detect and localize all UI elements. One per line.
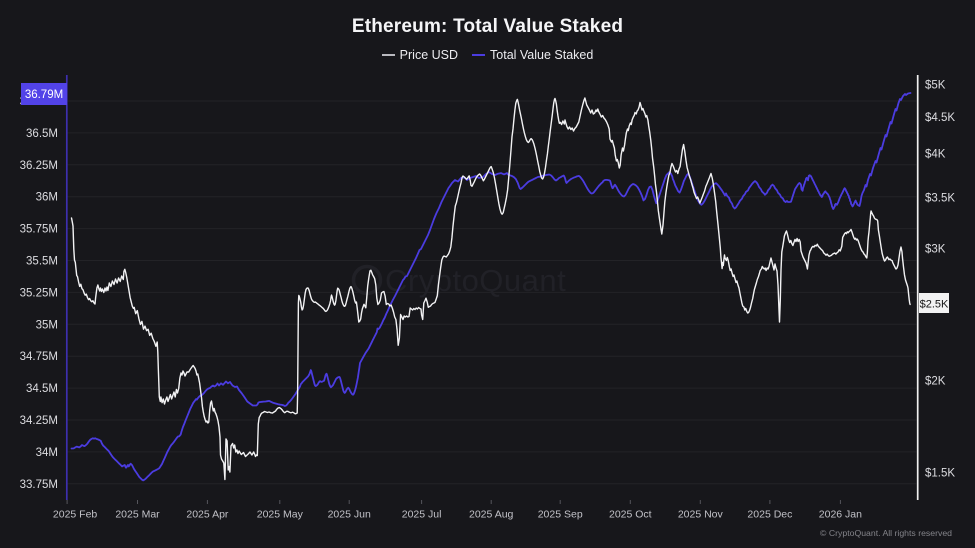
svg-text:2025 Nov: 2025 Nov bbox=[678, 509, 724, 521]
svg-text:33.75M: 33.75M bbox=[20, 479, 58, 491]
svg-text:2025 Feb: 2025 Feb bbox=[53, 509, 98, 521]
svg-text:35.75M: 35.75M bbox=[20, 224, 58, 236]
svg-text:2025 Aug: 2025 Aug bbox=[469, 509, 514, 521]
svg-text:34.25M: 34.25M bbox=[20, 415, 58, 427]
svg-text:© CryptoQuant. All rights rese: © CryptoQuant. All rights reserved bbox=[820, 528, 952, 538]
svg-text:CryptoQuant: CryptoQuant bbox=[385, 263, 566, 298]
svg-text:2025 Jun: 2025 Jun bbox=[328, 509, 371, 521]
svg-text:35M: 35M bbox=[36, 319, 58, 331]
svg-text:35.5M: 35.5M bbox=[26, 256, 58, 268]
svg-text:$4.5K: $4.5K bbox=[925, 112, 955, 124]
svg-text:$4K: $4K bbox=[925, 149, 946, 161]
svg-text:$1.5K: $1.5K bbox=[925, 468, 955, 480]
svg-text:2025 Jul: 2025 Jul bbox=[402, 509, 442, 521]
svg-text:2025 Mar: 2025 Mar bbox=[115, 509, 160, 521]
svg-text:34M: 34M bbox=[36, 447, 58, 459]
svg-text:36.25M: 36.25M bbox=[20, 160, 58, 172]
svg-text:$3K: $3K bbox=[925, 244, 946, 256]
svg-text:2026 Jan: 2026 Jan bbox=[819, 509, 862, 521]
svg-text:$5K: $5K bbox=[925, 80, 946, 92]
svg-text:36M: 36M bbox=[36, 192, 58, 204]
svg-text:2025 May: 2025 May bbox=[257, 509, 304, 521]
svg-text:$2K: $2K bbox=[925, 376, 946, 388]
svg-text:$2.5K: $2.5K bbox=[920, 299, 949, 311]
svg-text:34.75M: 34.75M bbox=[20, 351, 58, 363]
svg-text:$3.5K: $3.5K bbox=[925, 193, 955, 205]
svg-text:2025 Dec: 2025 Dec bbox=[747, 509, 792, 521]
svg-text:2025 Oct: 2025 Oct bbox=[609, 509, 652, 521]
svg-text:36.5M: 36.5M bbox=[26, 128, 58, 140]
svg-text:35.25M: 35.25M bbox=[20, 287, 58, 299]
svg-text:2025 Sep: 2025 Sep bbox=[538, 509, 583, 521]
svg-text:34.5M: 34.5M bbox=[26, 383, 58, 395]
svg-text:2025 Apr: 2025 Apr bbox=[186, 509, 229, 521]
svg-text:36.79M: 36.79M bbox=[25, 89, 63, 101]
